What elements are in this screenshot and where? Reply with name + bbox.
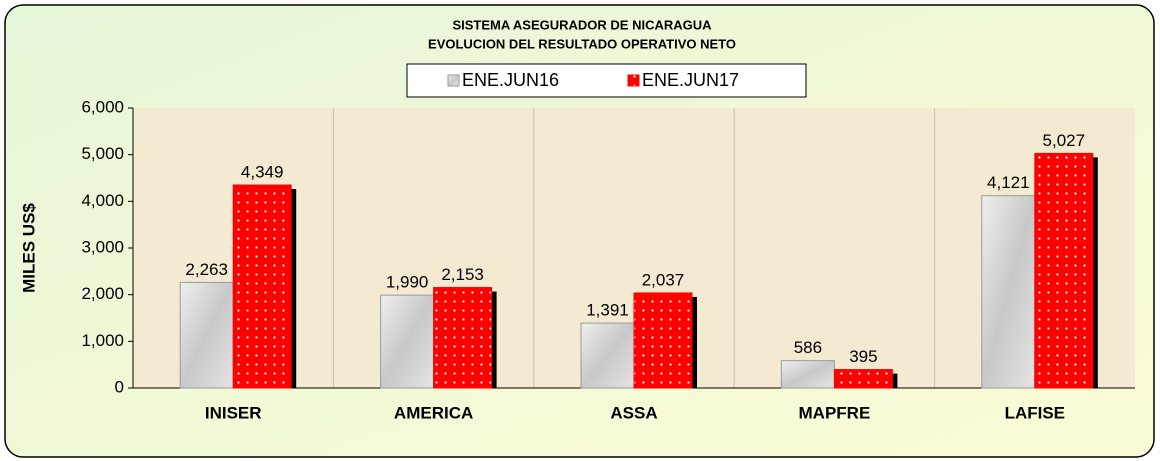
bar — [232, 184, 292, 389]
data-label: 1,391 — [586, 301, 629, 320]
data-label: 5,027 — [1043, 131, 1086, 150]
legend-box — [406, 63, 807, 98]
y-tick-label: 0 — [115, 377, 124, 396]
legend-swatch — [447, 74, 460, 87]
bar — [780, 360, 835, 389]
bar — [380, 294, 435, 389]
data-label: 395 — [849, 347, 877, 366]
y-tick-label: 2,000 — [81, 284, 124, 303]
y-tick-label: 6,000 — [81, 97, 124, 116]
data-label: 2,037 — [642, 270, 685, 289]
y-tick-label: 4,000 — [81, 191, 124, 210]
y-tick-label: 3,000 — [81, 237, 124, 256]
legend-label: ENE.JUN16 — [462, 70, 559, 90]
x-tick-label: LAFISE — [1005, 403, 1065, 422]
data-label: 2,263 — [185, 260, 228, 279]
legend-label: ENE.JUN17 — [642, 70, 739, 90]
bar — [179, 281, 234, 389]
x-tick-label: MAPFRE — [799, 403, 871, 422]
bar — [580, 322, 635, 389]
x-tick-label: INISER — [205, 403, 262, 422]
x-tick-label: ASSA — [610, 403, 657, 422]
chart-subtitle: EVOLUCION DEL RESULTADO OPERATIVO NETO — [428, 36, 736, 51]
y-tick-label: 5,000 — [81, 144, 124, 163]
chart-title: SISTEMA ASEGURADOR DE NICARAGUA — [452, 17, 712, 32]
legend-swatch — [627, 74, 640, 87]
data-label: 586 — [794, 338, 822, 357]
bar — [433, 287, 493, 389]
y-tick-label: 1,000 — [81, 331, 124, 350]
bar — [981, 195, 1036, 389]
y-axis-label: MILES US$ — [19, 203, 38, 293]
bar — [633, 292, 693, 389]
bar — [833, 369, 893, 389]
data-label: 1,990 — [386, 273, 429, 292]
data-label: 4,121 — [987, 173, 1030, 192]
x-tick-label: AMERICA — [394, 403, 473, 422]
data-label: 4,349 — [241, 163, 284, 182]
bar — [1034, 152, 1094, 389]
data-label: 2,153 — [441, 265, 484, 284]
